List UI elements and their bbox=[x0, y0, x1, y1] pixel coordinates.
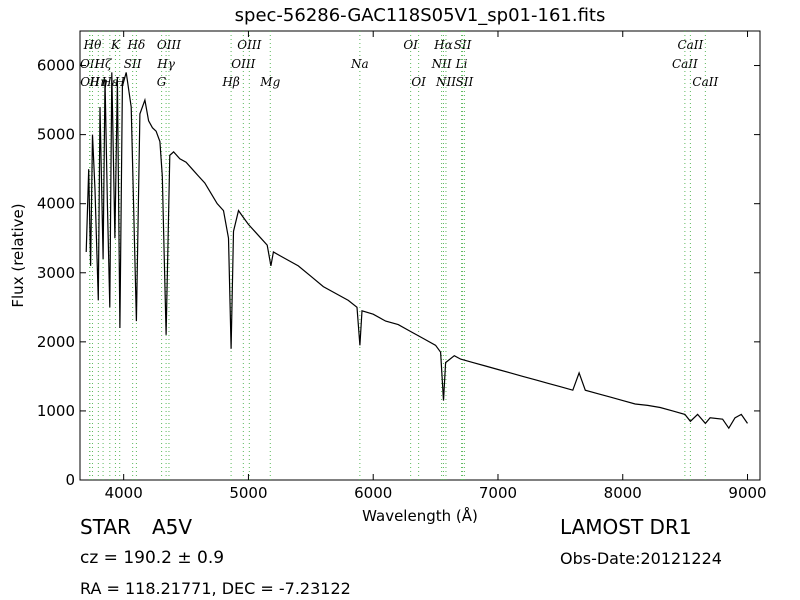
y-tick-label: 0 bbox=[65, 471, 75, 489]
line-marker-label: K bbox=[110, 38, 121, 52]
x-tick-label: 4000 bbox=[105, 484, 143, 502]
observation-date: Obs-Date:20121224 bbox=[560, 549, 722, 568]
y-tick-label: 1000 bbox=[37, 402, 75, 420]
line-marker-label: Hβ bbox=[221, 75, 239, 89]
line-marker-label: Hζ bbox=[94, 57, 113, 71]
line-marker-label: Na bbox=[350, 57, 369, 71]
survey-name: LAMOST DR1 bbox=[560, 515, 692, 539]
line-marker-label: Hθ bbox=[83, 38, 102, 52]
y-tick-label: 4000 bbox=[37, 195, 75, 213]
x-tick-label: 6000 bbox=[354, 484, 392, 502]
line-marker-label: SII bbox=[124, 57, 142, 71]
line-marker-label: Hα bbox=[433, 38, 453, 52]
line-marker-label: SII bbox=[454, 38, 472, 52]
line-marker-label: Hγ bbox=[156, 57, 175, 71]
line-marker-label: OI bbox=[403, 38, 418, 52]
x-tick-label: 5000 bbox=[229, 484, 267, 502]
line-marker-label: Li bbox=[455, 57, 468, 71]
line-marker-label: G bbox=[157, 75, 167, 89]
x-tick-label: 9000 bbox=[728, 484, 766, 502]
line-marker-label: NII bbox=[435, 75, 456, 89]
line-marker-label: Mg bbox=[259, 75, 280, 89]
y-tick-label: 6000 bbox=[37, 57, 75, 75]
x-axis-ticks: 4000 5000 6000 7000 8000 9000 bbox=[105, 31, 767, 502]
line-marker-label: OIII bbox=[237, 38, 261, 52]
line-marker-label: OIII bbox=[157, 38, 181, 52]
x-tick-label: 8000 bbox=[604, 484, 642, 502]
object-class: STAR bbox=[80, 515, 131, 539]
subclass: A5V bbox=[152, 515, 193, 539]
line-marker-label: CaII bbox=[677, 38, 703, 52]
y-tick-label: 5000 bbox=[37, 126, 75, 144]
line-marker-label: Hδ bbox=[127, 38, 146, 52]
line-marker-label: OIII bbox=[231, 57, 255, 71]
line-marker-label: SII bbox=[456, 75, 474, 89]
y-axis-label: Flux (relative) bbox=[9, 203, 27, 307]
plot-frame bbox=[79, 30, 761, 481]
spectrum-series bbox=[85, 72, 748, 430]
y-axis-ticks: 0 1000 2000 3000 4000 5000 6000 bbox=[37, 57, 760, 489]
line-markers: OIIOIIHθHηHζHεKHSIIHδGHγOIIIHβOIIIOIIIMg… bbox=[80, 31, 719, 480]
coordinates: RA = 118.21771, DEC = -7.23122 bbox=[80, 579, 351, 598]
chart-title: spec-56286-GAC118S05V1_sp01-161.fits bbox=[234, 5, 606, 26]
x-axis-label: Wavelength (Å) bbox=[362, 506, 478, 525]
y-tick-label: 3000 bbox=[37, 264, 75, 282]
line-marker-label: NII bbox=[431, 57, 452, 71]
redshift-cz: cz = 190.2 ± 0.9 bbox=[80, 548, 225, 568]
y-tick-label: 2000 bbox=[37, 333, 75, 351]
line-marker-label: CaII bbox=[692, 75, 718, 89]
x-tick-label: 7000 bbox=[479, 484, 517, 502]
line-marker-label: Hη bbox=[89, 75, 108, 89]
line-marker-label: OI bbox=[411, 75, 426, 89]
line-marker-label: OII bbox=[80, 75, 100, 89]
spectrum-line bbox=[85, 72, 748, 430]
line-marker-label: CaII bbox=[672, 57, 698, 71]
